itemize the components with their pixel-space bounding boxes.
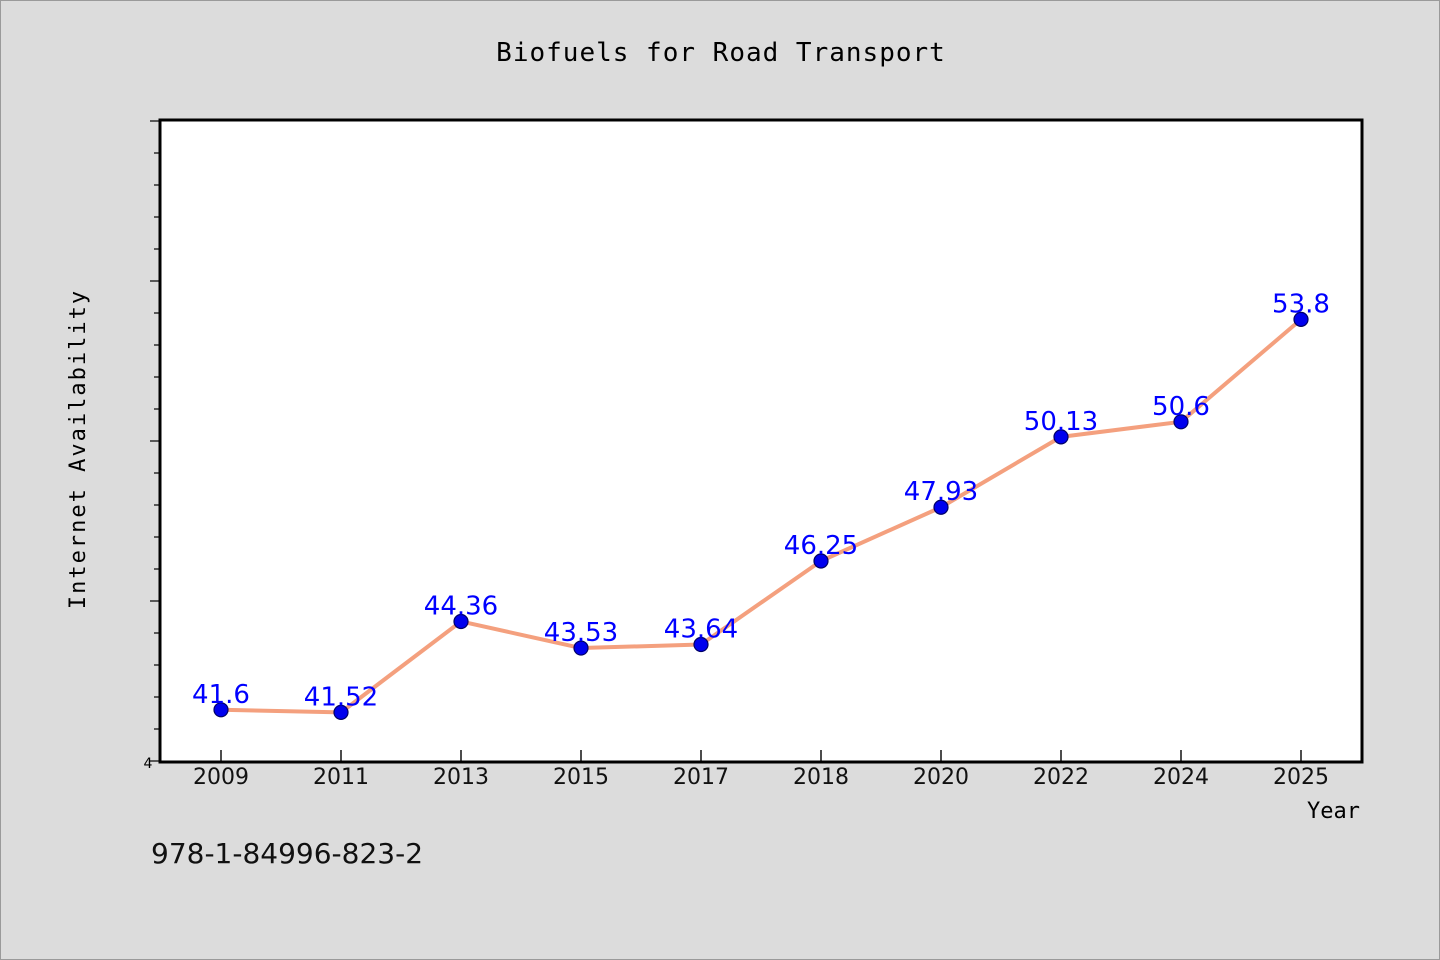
data-point — [1293, 311, 1309, 327]
data-label: 43.53 — [544, 618, 618, 648]
data-point — [333, 704, 349, 720]
y-axis-ticks — [150, 120, 160, 762]
x-tick-label: 2011 — [313, 765, 369, 790]
chart-title: Biofuels for Road Transport — [496, 38, 946, 68]
plot-area — [158, 118, 1364, 764]
isbn-footer: 978-1-84996-823-2 — [151, 837, 423, 870]
x-tick-label: 2013 — [433, 765, 489, 790]
x-axis-ticks: 2009 2011 2013 2015 2017 2018 2020 2022 2024 2025 — [193, 750, 1329, 790]
x-tick-label: 2022 — [1033, 765, 1089, 790]
points-layer — [213, 311, 1309, 720]
data-label: 43.64 — [664, 615, 738, 645]
x-tick-label: 2015 — [553, 765, 609, 790]
data-labels-layer: 41.6 41.52 44.36 43.53 43.64 46.25 47.93 50.13 5… — [192, 289, 1330, 712]
data-point — [453, 613, 469, 630]
data-point — [813, 553, 829, 569]
data-label: 53.8 — [1272, 289, 1330, 319]
y-tick-label: 4 — [144, 756, 153, 772]
x-tick-label: 2009 — [193, 765, 249, 790]
data-label: 50.13 — [1024, 407, 1098, 437]
x-tick-label: 2024 — [1153, 765, 1209, 790]
data-point — [213, 702, 229, 718]
data-label: 41.52 — [304, 682, 378, 712]
data-point — [1173, 414, 1189, 430]
x-tick-label: 2025 — [1273, 765, 1329, 790]
data-point — [573, 640, 589, 656]
x-tick-label: 2018 — [793, 765, 849, 790]
data-point — [693, 636, 709, 653]
data-label: 41.6 — [192, 680, 250, 710]
series-line — [219, 317, 1303, 715]
data-label: 50.6 — [1152, 392, 1210, 422]
series-line-layer — [219, 317, 1303, 715]
data-point — [1053, 429, 1069, 445]
data-label: 46.25 — [784, 531, 858, 561]
x-tick-label: 2017 — [673, 765, 729, 790]
x-axis-label: Year — [1307, 799, 1360, 824]
y-axis-label: Internet Availability — [66, 289, 91, 609]
x-tick-label: 2020 — [913, 765, 969, 790]
data-label: 47.93 — [904, 477, 978, 507]
data-point — [933, 499, 949, 515]
data-label: 44.36 — [424, 591, 498, 621]
